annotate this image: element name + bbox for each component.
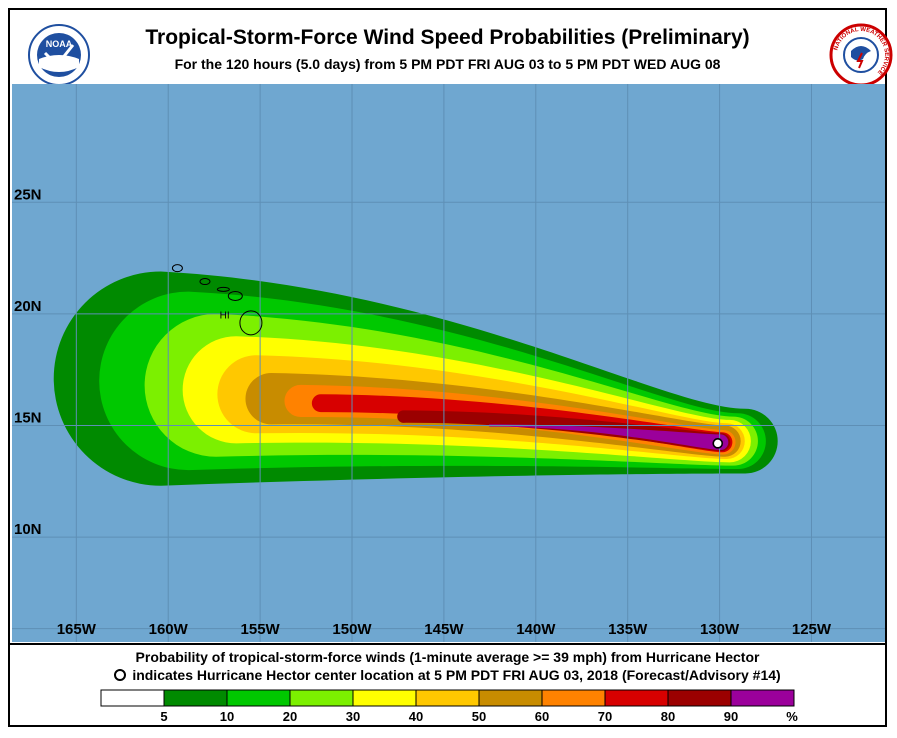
page-subtitle: For the 120 hours (5.0 days) from 5 PM P… <box>174 56 721 72</box>
lon-tick-label: 145W <box>424 621 464 638</box>
legend-tick-label: 30 <box>346 709 360 724</box>
lat-tick-label: 20N <box>14 298 42 315</box>
island <box>171 264 183 273</box>
footer: Probability of tropical-storm-force wind… <box>10 643 885 727</box>
lon-tick-label: 160W <box>149 621 189 638</box>
lat-tick-label: 10N <box>14 521 42 538</box>
caption-line-2-row: indicates Hurricane Hector center locati… <box>10 667 885 683</box>
nws-logo-icon: NATIONAL WEATHER SERVICE <box>829 23 893 87</box>
legend-unit-label: % <box>786 709 798 724</box>
legend-tick-label: 60 <box>535 709 549 724</box>
lon-tick-label: 125W <box>792 621 832 638</box>
lat-tick-label: 25N <box>14 186 42 203</box>
lon-tick-label: 135W <box>608 621 648 638</box>
lon-tick-label: 165W <box>57 621 97 638</box>
noaa-logo-text: NOAA <box>46 39 73 49</box>
legend-tick-label: 10 <box>220 709 234 724</box>
legend-swatch <box>163 689 228 707</box>
island <box>216 286 230 292</box>
probability-swath-10 <box>488 424 729 451</box>
legend-tick-label: 90 <box>724 709 738 724</box>
legend-swatch <box>541 689 606 707</box>
island <box>239 310 263 336</box>
legend-tick-label: 70 <box>598 709 612 724</box>
legend-swatch <box>352 689 417 707</box>
legend-swatch <box>604 689 669 707</box>
legend-tick-label: 80 <box>661 709 675 724</box>
map[interactable]: HI 165W 160W 155W 150W 145W 140W 135W 130W 125W 25… <box>12 84 885 642</box>
caption-line-2: indicates Hurricane Hector center locati… <box>132 667 781 683</box>
legend-tick-label: 40 <box>409 709 423 724</box>
legend-swatch <box>478 689 543 707</box>
lat-tick-label: 15N <box>14 409 42 426</box>
legend-swatch <box>667 689 732 707</box>
center-marker-icon <box>114 669 127 681</box>
legend-swatch <box>226 689 291 707</box>
noaa-logo-icon: NOAA <box>28 24 90 86</box>
caption-line-1: Probability of tropical-storm-force wind… <box>135 649 760 665</box>
lon-tick-label: 155W <box>241 621 281 638</box>
storm-center-marker <box>712 438 724 449</box>
legend-tick-label: 20 <box>283 709 297 724</box>
legend-tick-label: 5 <box>160 709 167 724</box>
island <box>199 278 211 286</box>
lon-tick-label: 130W <box>700 621 740 638</box>
lon-tick-label: 150W <box>332 621 372 638</box>
legend-tick-label: 50 <box>472 709 486 724</box>
probability-swath-9 <box>397 410 731 452</box>
page-title: Tropical-Storm-Force Wind Speed Probabil… <box>145 26 750 49</box>
header: NOAA Tropical-Storm-Force Wind Speed Pro… <box>10 10 893 87</box>
legend-swatch <box>289 689 354 707</box>
legend-swatch <box>730 689 795 707</box>
legend-swatch <box>415 689 480 707</box>
probability-legend: 5 10 20 30 40 50 60 70 80 90% <box>100 689 798 724</box>
land-label: HI <box>220 310 230 321</box>
legend-swatch <box>100 689 165 707</box>
outer-border <box>8 8 887 727</box>
lon-tick-label: 140W <box>516 621 556 638</box>
island <box>227 291 243 302</box>
